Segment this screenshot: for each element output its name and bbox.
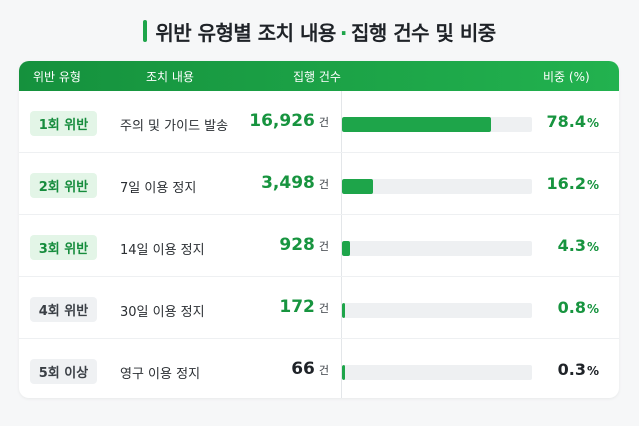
count-number: 16,926 xyxy=(249,111,315,131)
count-unit: 건 xyxy=(318,116,329,129)
title-accent-bar xyxy=(143,20,148,42)
ratio-number: 4.3 xyxy=(557,236,586,255)
row-divider xyxy=(19,214,619,215)
row-divider xyxy=(19,338,619,339)
share-bar-track xyxy=(342,179,532,194)
count-unit: 건 xyxy=(318,302,329,315)
count-value: 66 건 xyxy=(291,359,329,379)
action-text: 14일 이용 정지 xyxy=(120,243,205,258)
table-row: 5회 이상 영구 이용 정지 66 건 0.3% xyxy=(19,339,619,398)
count-unit: 건 xyxy=(318,364,329,377)
violation-badge: 5회 이상 xyxy=(30,359,97,384)
ratio-value: 0.3% xyxy=(558,360,599,379)
violation-badge: 4회 위반 xyxy=(30,297,97,322)
table-header: 위반 유형 조치 내용 집행 건수 비중 (%) xyxy=(19,61,619,91)
share-bar-fill xyxy=(342,241,350,256)
ratio-number: 0.8 xyxy=(557,298,586,317)
ratio-percent-sign: % xyxy=(586,240,599,254)
ratio-value: 16.2% xyxy=(546,174,599,193)
header-ratio: 비중 (%) xyxy=(543,70,590,84)
title-sub: 집행 건수 및 비중 xyxy=(350,20,496,45)
table-row: 4회 위반 30일 이용 정지 172 건 0.8% xyxy=(19,277,619,339)
count-number: 3,498 xyxy=(261,173,315,193)
share-bar-fill xyxy=(342,117,491,132)
share-bar-fill xyxy=(342,365,345,380)
share-bar-track xyxy=(342,303,532,318)
bar-axis-line xyxy=(341,91,342,398)
count-value: 16,926 건 xyxy=(249,111,329,131)
count-number: 172 xyxy=(279,297,315,317)
table-card: 위반 유형 조치 내용 집행 건수 비중 (%) 1회 위반 주의 및 가이드 발… xyxy=(19,61,619,398)
table-row: 1회 위반 주의 및 가이드 발송 16,926 건 78.4% xyxy=(19,91,619,153)
ratio-percent-sign: % xyxy=(586,178,599,192)
count-value: 172 건 xyxy=(279,297,329,317)
ratio-value: 4.3% xyxy=(558,236,599,255)
ratio-percent-sign: % xyxy=(586,116,599,130)
row-divider xyxy=(19,276,619,277)
share-bar-track xyxy=(342,365,532,380)
row-divider xyxy=(19,152,619,153)
ratio-number: 16.2 xyxy=(546,174,586,193)
count-unit: 건 xyxy=(318,240,329,253)
count-value: 928 건 xyxy=(279,235,329,255)
ratio-number: 78.4 xyxy=(546,112,586,131)
share-bar-fill xyxy=(342,303,345,318)
share-bar-track xyxy=(342,117,532,132)
title-dot: · xyxy=(339,20,348,45)
count-unit: 건 xyxy=(318,178,329,191)
table-row: 2회 위반 7일 이용 정지 3,498 건 16.2% xyxy=(19,153,619,215)
table-row: 3회 위반 14일 이용 정지 928 건 4.3% xyxy=(19,215,619,277)
header-type: 위반 유형 xyxy=(33,70,81,84)
share-bar-fill xyxy=(342,179,373,194)
page-title: 위반 유형별 조치 내용 · 집행 건수 및 비중 xyxy=(0,16,639,46)
violation-badge: 2회 위반 xyxy=(30,173,97,198)
count-number: 928 xyxy=(279,235,315,255)
share-bar-track xyxy=(342,241,532,256)
ratio-value: 0.8% xyxy=(558,298,599,317)
action-text: 주의 및 가이드 발송 xyxy=(120,119,229,134)
ratio-value: 78.4% xyxy=(546,112,599,131)
ratio-percent-sign: % xyxy=(586,364,599,378)
count-number: 66 xyxy=(291,359,315,379)
violation-badge: 3회 위반 xyxy=(30,235,97,260)
header-count: 집행 건수 xyxy=(293,70,341,84)
count-value: 3,498 건 xyxy=(261,173,329,193)
violation-badge: 1회 위반 xyxy=(30,111,97,136)
ratio-number: 0.3 xyxy=(557,360,586,379)
action-text: 30일 이용 정지 xyxy=(120,305,205,320)
ratio-percent-sign: % xyxy=(586,302,599,316)
title-main: 위반 유형별 조치 내용 xyxy=(155,20,336,45)
action-text: 7일 이용 정지 xyxy=(120,181,197,196)
header-action: 조치 내용 xyxy=(146,70,194,84)
action-text: 영구 이용 정지 xyxy=(120,367,201,382)
